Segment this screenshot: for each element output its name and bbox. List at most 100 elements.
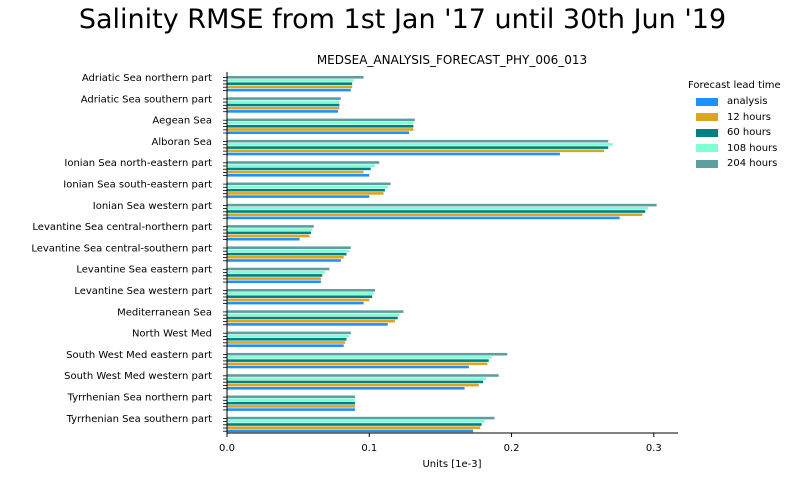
- bar-12-hours-5: [227, 192, 384, 195]
- bar-204-hours-7: [227, 225, 314, 228]
- legend-entries: analysis 12 hours 60 hours 108 hours 204 hou…: [688, 94, 781, 172]
- y-tick-label: Adriatic Sea southern part: [81, 94, 212, 105]
- bar-204-hours-0: [227, 76, 364, 79]
- bar-analysis-7: [227, 237, 300, 241]
- bar-108-hours-3: [227, 143, 613, 146]
- bar-204-hours-8: [227, 246, 351, 249]
- bar-12-hours-0: [227, 85, 353, 89]
- bar-12-hours-7: [227, 234, 310, 238]
- y-tick-label: Alboran Sea: [152, 137, 212, 148]
- y-tick-label: Tyrrhenian Sea northern part: [67, 393, 212, 404]
- bar-108-hours-1: [227, 100, 340, 104]
- bar-108-hours-0: [227, 79, 354, 82]
- bar-204-hours-4: [227, 161, 380, 164]
- bar-12-hours-4: [227, 170, 364, 174]
- y-tick-label: South West Med western part: [64, 371, 212, 382]
- bar-108-hours-16: [227, 420, 485, 423]
- y-tick-label: Mediterranean Sea: [117, 307, 212, 318]
- legend-entry: analysis: [688, 94, 781, 110]
- legend-swatch: [696, 113, 718, 122]
- bar-12-hours-11: [227, 319, 395, 323]
- y-tick-label: Levantine Sea central-northern part: [32, 222, 212, 233]
- bar-108-hours-9: [227, 270, 326, 274]
- bar-108-hours-14: [227, 377, 486, 380]
- legend-entry: 204 hours: [688, 156, 781, 172]
- bar-204-hours-16: [227, 416, 495, 420]
- figure-suptitle: Salinity RMSE from 1st Jan '17 until 30t…: [78, 4, 727, 35]
- legend-entry: 60 hours: [688, 125, 781, 141]
- bar-204-hours-13: [227, 352, 508, 356]
- y-tick-label: Ionian Sea north-eastern part: [64, 158, 212, 169]
- bar-analysis-13: [227, 365, 469, 369]
- bar-12-hours-8: [227, 256, 344, 259]
- y-axis-ticks: Adriatic Sea northern part Adriatic Sea s…: [31, 73, 227, 432]
- x-axis-ticks: 0.0 0.1 0.2 0.3: [219, 433, 662, 454]
- bar-12-hours-1: [227, 106, 340, 110]
- legend-swatch: [696, 128, 718, 137]
- bar-108-hours-12: [227, 334, 350, 338]
- x-tick-label: 0.0: [219, 443, 235, 454]
- legend-entry: 12 hours: [688, 110, 781, 126]
- bar-12-hours-3: [227, 149, 605, 153]
- bar-60-hours-13: [227, 359, 489, 362]
- bar-60-hours-1: [227, 103, 340, 107]
- bar-analysis-3: [227, 152, 560, 156]
- bar-204-hours-15: [227, 395, 356, 399]
- legend-swatch: [696, 97, 718, 106]
- bar-12-hours-15: [227, 405, 356, 408]
- bar-analysis-11: [227, 323, 388, 326]
- bar-108-hours-15: [227, 398, 356, 402]
- bar-108-hours-6: [227, 207, 649, 210]
- bar-108-hours-5: [227, 185, 388, 189]
- legend-label: 60 hours: [727, 127, 772, 139]
- bar-108-hours-13: [227, 356, 492, 359]
- y-tick-label: Adriatic Sea northern part: [82, 73, 212, 84]
- bar-analysis-12: [227, 344, 344, 347]
- bar-12-hours-6: [227, 213, 643, 216]
- legend-swatch: [696, 144, 718, 153]
- x-tick-label: 0.1: [361, 443, 377, 454]
- legend-swatch: [696, 159, 718, 168]
- bar-12-hours-16: [227, 426, 481, 429]
- bar-12-hours-2: [227, 128, 414, 131]
- legend-entry: 108 hours: [688, 141, 781, 157]
- legend-label: 204 hours: [727, 158, 778, 170]
- y-tick-label: Tyrrhenian Sea southern part: [66, 414, 213, 425]
- bar-108-hours-4: [227, 164, 375, 167]
- bar-60-hours-8: [227, 252, 347, 256]
- bar-108-hours-10: [227, 292, 374, 295]
- bar-12-hours-12: [227, 341, 346, 344]
- y-tick-label: Levantine Sea eastern part: [76, 265, 212, 276]
- bar-204-hours-5: [227, 182, 391, 186]
- bar-108-hours-2: [227, 121, 414, 125]
- x-axis-label: Units [1e-3]: [422, 459, 481, 470]
- bar-60-hours-0: [227, 82, 353, 85]
- legend-label: analysis: [727, 96, 768, 108]
- bars-group: [227, 76, 657, 433]
- legend: Forecast lead time analysis 12 hours 60 ho…: [688, 80, 781, 172]
- bar-60-hours-3: [227, 146, 609, 149]
- bar-204-hours-10: [227, 289, 375, 292]
- bar-12-hours-9: [227, 277, 321, 280]
- bar-analysis-1: [227, 110, 338, 113]
- bar-analysis-9: [227, 280, 321, 284]
- bar-analysis-0: [227, 88, 351, 92]
- x-tick-label: 0.3: [646, 443, 662, 454]
- legend-title: Forecast lead time: [688, 80, 781, 91]
- bar-60-hours-7: [227, 231, 311, 235]
- bar-analysis-16: [227, 429, 474, 433]
- chart-title: MEDSEA_ANALYSIS_FORECAST_PHY_006_013: [317, 53, 587, 67]
- bar-204-hours-9: [227, 267, 330, 271]
- bar-12-hours-14: [227, 383, 479, 387]
- bar-60-hours-2: [227, 125, 414, 128]
- legend-label: 108 hours: [727, 142, 778, 154]
- y-tick-label: Ionian Sea western part: [93, 201, 212, 212]
- bar-60-hours-14: [227, 380, 484, 384]
- bar-204-hours-14: [227, 374, 499, 377]
- legend-label: 12 hours: [727, 111, 772, 123]
- bar-analysis-5: [227, 195, 370, 198]
- bar-12-hours-13: [227, 362, 488, 366]
- bar-60-hours-16: [227, 423, 482, 426]
- bar-108-hours-7: [227, 228, 313, 231]
